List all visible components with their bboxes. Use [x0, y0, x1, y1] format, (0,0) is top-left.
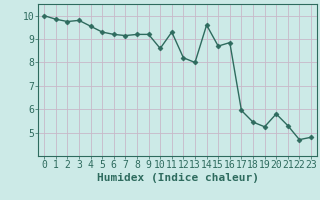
X-axis label: Humidex (Indice chaleur): Humidex (Indice chaleur): [97, 173, 259, 183]
